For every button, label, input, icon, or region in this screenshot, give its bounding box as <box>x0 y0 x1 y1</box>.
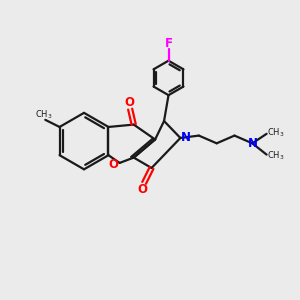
Text: O: O <box>108 158 118 171</box>
Text: N: N <box>181 130 191 144</box>
Text: N: N <box>248 137 258 150</box>
Text: CH$_3$: CH$_3$ <box>267 149 284 162</box>
Text: F: F <box>164 37 172 50</box>
Text: CH$_3$: CH$_3$ <box>35 109 53 121</box>
Text: O: O <box>138 183 148 196</box>
Text: O: O <box>124 96 135 109</box>
Text: CH$_3$: CH$_3$ <box>267 126 284 139</box>
